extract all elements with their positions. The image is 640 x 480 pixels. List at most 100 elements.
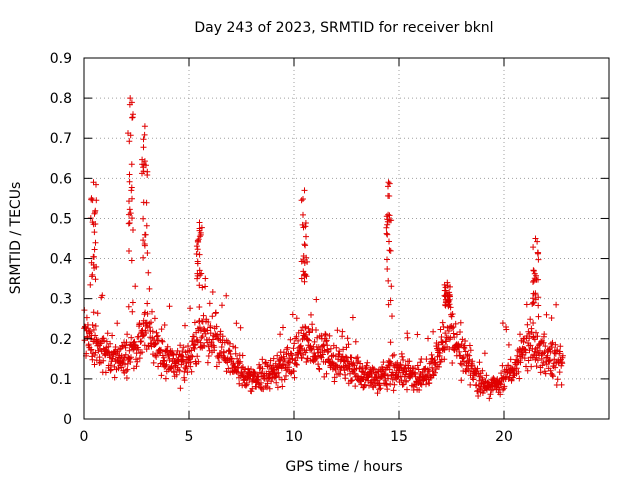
data-point [298,258,305,265]
data-point [554,347,561,354]
data-point [181,377,188,384]
data-point [152,340,159,347]
data-point [445,328,452,334]
data-point [457,360,464,367]
data-point [133,356,139,363]
data-point [226,348,233,355]
data-point [126,347,133,354]
data-point [505,341,512,348]
data-point [300,211,306,218]
data-point [391,351,398,358]
data-point [520,339,527,345]
y-tick-label: 0.7 [50,131,72,147]
data-point [429,364,436,371]
data-point [436,347,443,354]
data-point [540,339,547,346]
data-point [171,369,177,376]
data-point [437,326,444,333]
data-point [87,281,94,288]
data-point [173,371,180,378]
data-point [130,227,136,233]
data-point [414,331,421,338]
data-point [146,324,153,331]
data-point [273,379,280,386]
data-point [187,359,194,366]
data-point [547,348,554,355]
x-tick-label: 0 [80,429,89,445]
data-point [197,231,204,238]
data-point [384,256,390,263]
data-point [514,352,521,359]
data-point [236,380,243,387]
data-point [252,370,259,377]
data-point [151,315,158,322]
data-point [333,362,340,369]
data-point [538,338,545,345]
y-tick-label: 0.5 [50,211,72,227]
data-point [387,339,394,346]
data-point [242,366,249,373]
data-point [101,337,108,344]
data-point [277,331,284,338]
data-point [475,393,482,399]
data-point [216,359,223,366]
data-point [91,361,98,368]
data-point [383,224,390,231]
data-point [279,383,286,390]
data-point [228,355,235,362]
data-point [232,344,239,351]
data-point [204,327,211,334]
data-point [301,278,308,285]
data-point [352,338,359,345]
data-point [511,366,518,372]
data-point [295,337,302,344]
data-point [199,333,206,340]
data-point [119,343,126,350]
data-point [93,357,100,364]
data-point [353,372,360,379]
data-point [321,373,328,380]
data-point [535,294,542,301]
data-point [154,332,161,339]
data-point [527,342,534,349]
data-point [380,359,387,366]
data-point [348,354,355,361]
data-point [123,375,130,381]
data-point [532,290,539,297]
data-point [91,246,98,253]
data-point [487,391,494,398]
data-point [188,368,195,375]
data-point [497,381,504,388]
data-point [322,331,329,338]
data-point [258,379,264,386]
data-point [126,138,133,145]
data-point [209,313,216,320]
data-point [418,356,425,362]
data-point [281,376,288,383]
data-point [298,327,305,334]
y-axis-label: SRMTID / TECUs [8,182,24,295]
data-point [158,372,165,379]
data-point [212,309,219,316]
data-point [88,346,95,353]
data-point [197,339,204,346]
data-point [132,283,139,290]
data-point [558,381,565,388]
data-point [530,299,537,306]
data-point [546,357,553,364]
data-point [450,330,457,337]
data-point [397,361,404,368]
data-point [139,349,145,356]
data-point [232,350,239,357]
data-point [386,238,392,245]
data-point [88,196,95,203]
data-point [108,366,115,373]
data-point [316,366,323,373]
data-point [370,366,376,373]
data-point [143,330,149,336]
data-point [125,303,132,310]
data-point [289,311,296,318]
data-point [127,95,134,102]
data-point [304,336,311,343]
data-point [123,339,130,346]
